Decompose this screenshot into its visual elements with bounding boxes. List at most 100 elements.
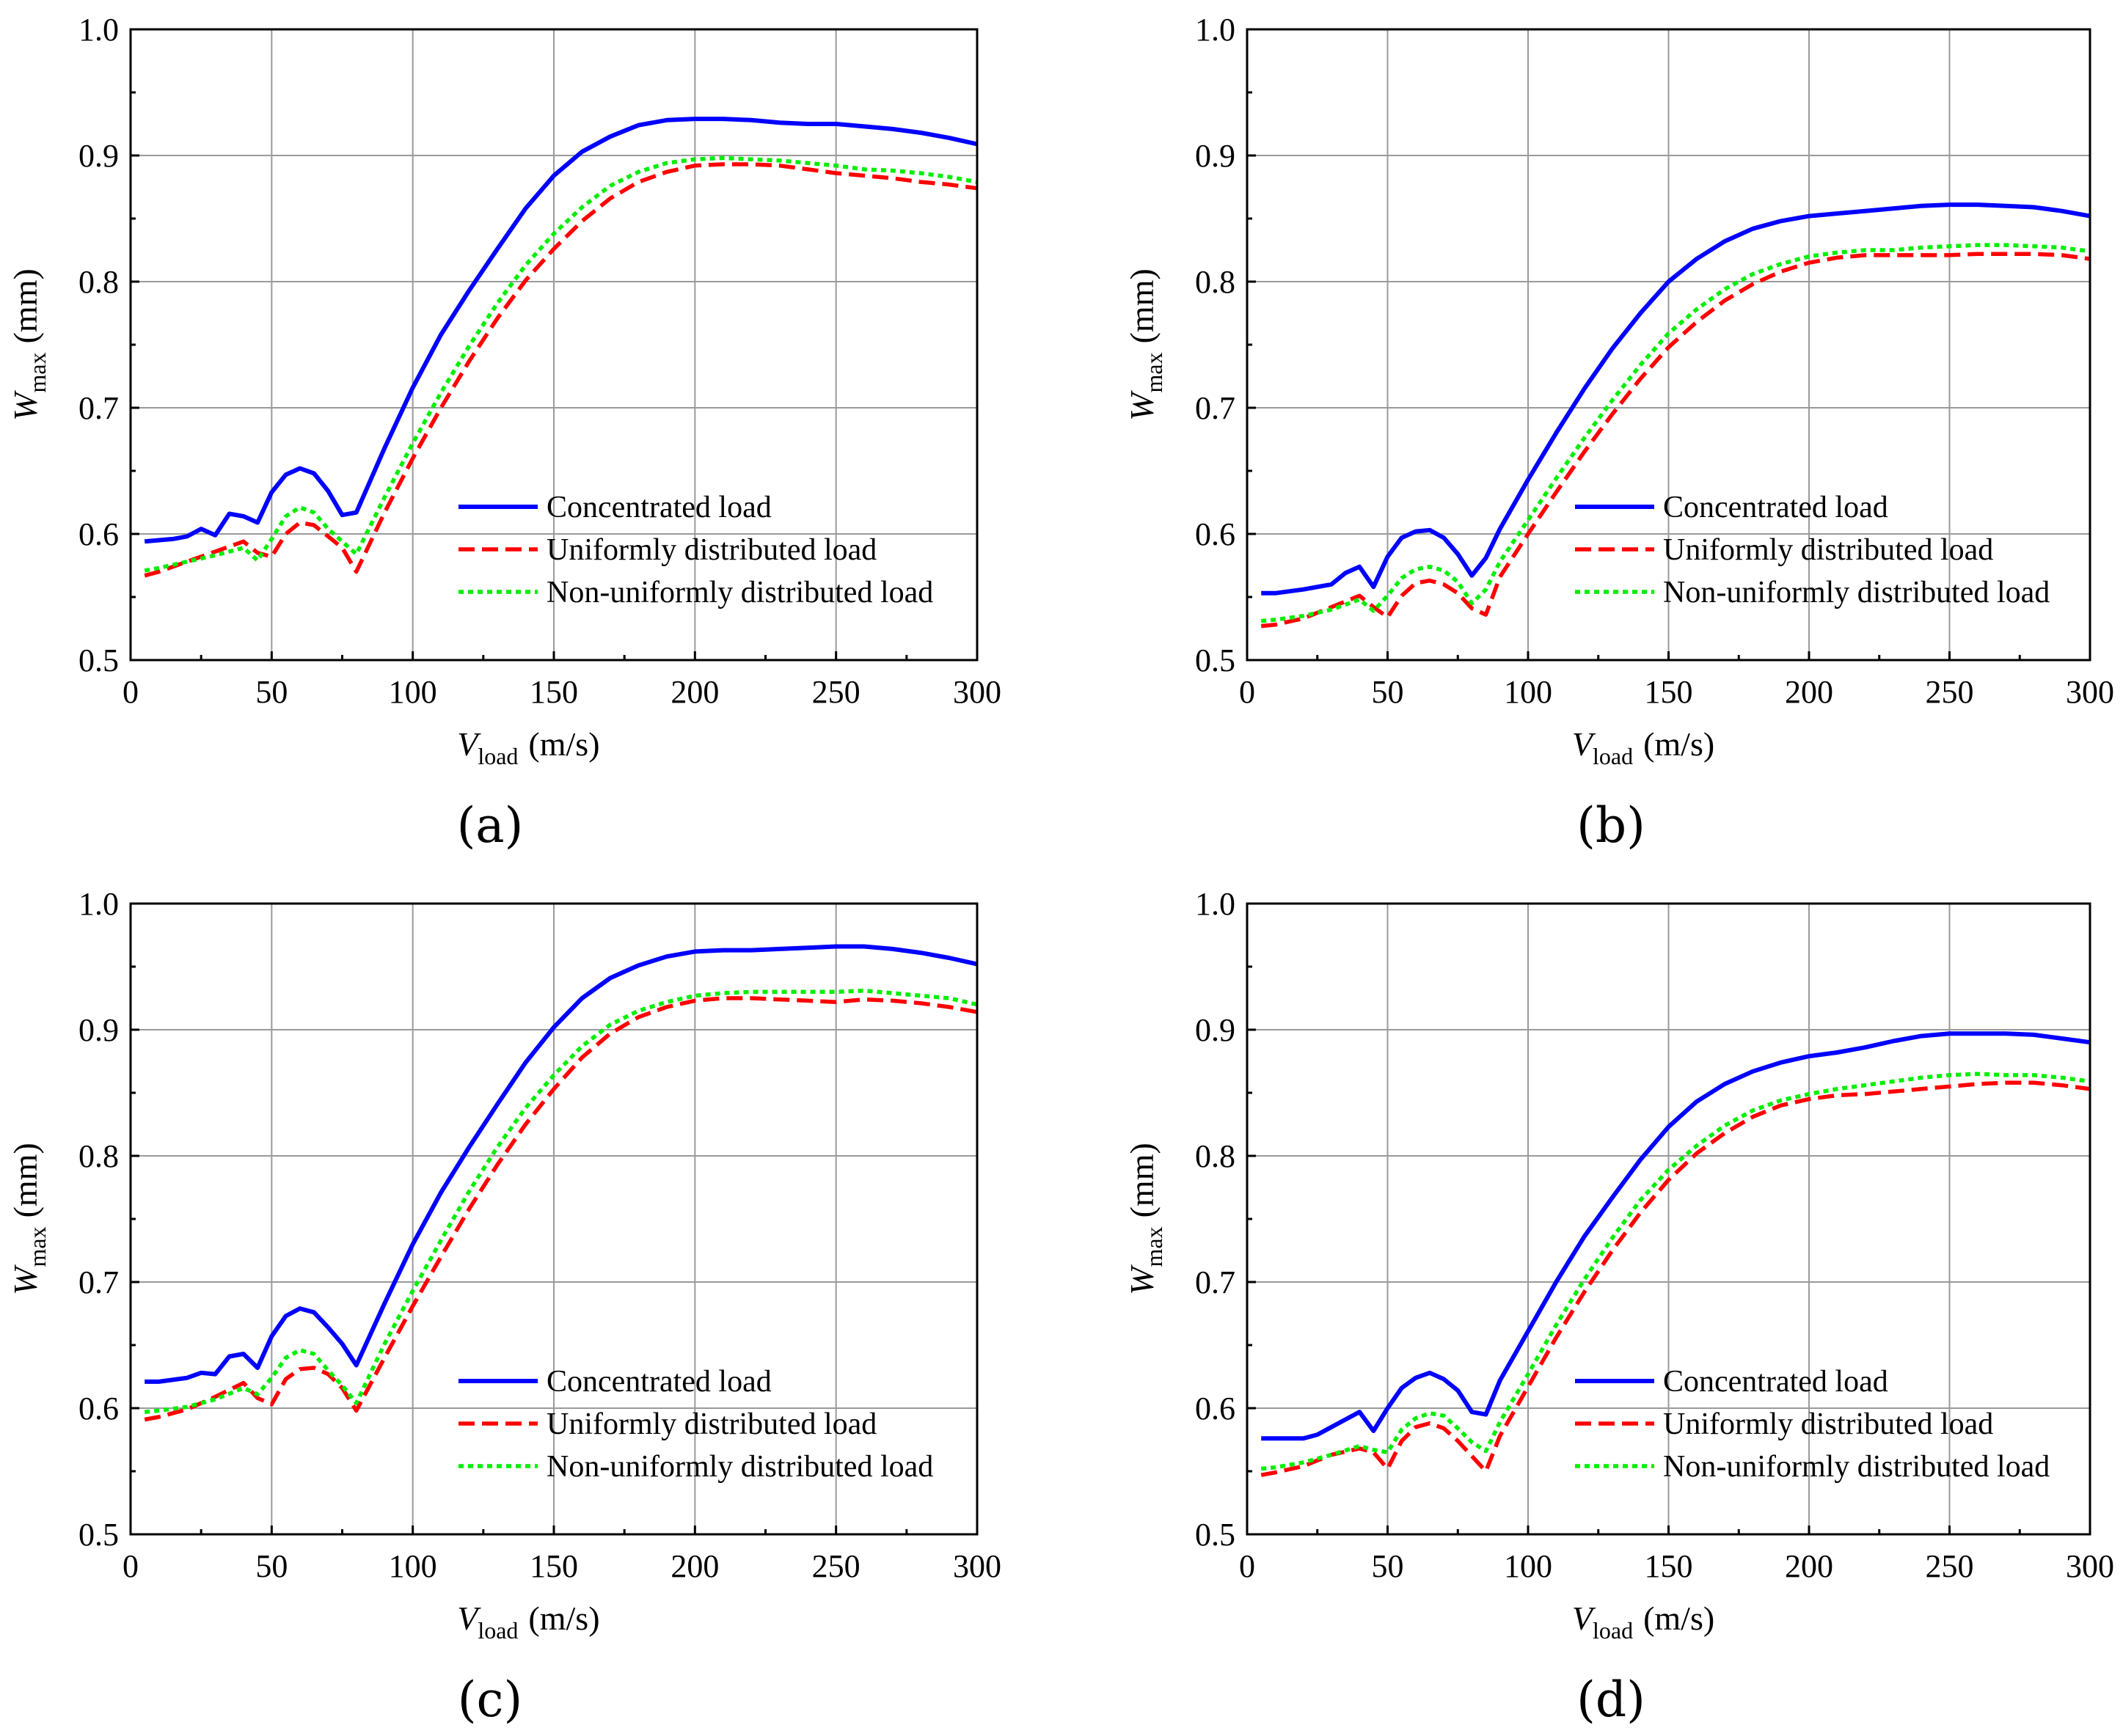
x-axis-label-symbol: V [1572, 725, 1596, 763]
x-tick-label: 50 [255, 1548, 288, 1584]
y-axis-label-symbol: W [1123, 1264, 1161, 1295]
x-axis-label-unit: (m/s) [528, 725, 599, 763]
x-axis-label-unit: (m/s) [528, 1600, 599, 1637]
panel-c: 0 50 100 150 200 250 300 0.5 0.6 0.7 0.8 0.9 1.0 Vloa… [7, 886, 1001, 1728]
y-tick-label: 0.8 [1195, 264, 1235, 300]
y-axis-label-subscript: max [24, 1226, 51, 1267]
legend-label-nonuniform: Non-uniformly distributed load [1663, 1450, 2050, 1484]
x-tick-label: 0 [123, 674, 139, 710]
x-axis-label-subscript: load [478, 1617, 518, 1644]
x-axis-label: Vload (m/s) [457, 1600, 599, 1644]
y-tick-label: 0.9 [1195, 138, 1235, 174]
y-tick-label: 1.0 [1195, 12, 1235, 48]
x-tick-label: 150 [1645, 1548, 1693, 1584]
x-tick-label: 150 [530, 1548, 578, 1584]
series-line-nonuniform [1260, 1072, 2091, 1471]
x-axis-label-subscript: load [1593, 1617, 1633, 1644]
series-line-concentrated [1261, 1031, 2091, 1441]
x-tick-label: 300 [2066, 1548, 2114, 1584]
y-axis-label: Wmax (mm) [1123, 1143, 1167, 1295]
y-tick-label: 0.5 [1195, 1517, 1235, 1553]
x-tick-label: 0 [1239, 1548, 1255, 1584]
panel-label: (b) [1576, 797, 1645, 854]
y-axis-label-unit: (mm) [1123, 268, 1161, 343]
x-axis-label-unit: (m/s) [1643, 725, 1714, 763]
y-tick-label: 0.9 [1195, 1012, 1235, 1048]
x-tick-label: 250 [1926, 674, 1974, 710]
legend-label-uniform: Uniformly distributed load [1663, 1407, 1993, 1441]
y-tick-label: 0.5 [1195, 642, 1235, 678]
series-line-uniform [1260, 252, 2091, 629]
y-axis-label: Wmax (mm) [1123, 268, 1167, 421]
x-tick-label: 100 [1504, 1548, 1552, 1584]
y-tick-label: 0.6 [78, 1391, 119, 1426]
y-tick-label: 0.7 [1195, 1264, 1235, 1300]
legend-label-uniform: Uniformly distributed load [547, 533, 877, 567]
legend-label-uniform: Uniformly distributed load [1663, 533, 1993, 567]
legend-label-nonuniform: Non-uniformly distributed load [547, 576, 933, 609]
y-axis-label-subscript: max [1141, 1226, 1167, 1267]
x-axis-label-symbol: V [457, 725, 481, 763]
panel-label: (d) [1576, 1671, 1645, 1728]
y-axis-label: Wmax (mm) [7, 1143, 51, 1295]
x-tick-label: 250 [812, 674, 860, 710]
legend-label-concentrated: Concentrated load [547, 1365, 772, 1399]
legend-label-nonuniform: Non-uniformly distributed load [547, 1450, 933, 1484]
x-axis-label-subscript: load [1593, 743, 1633, 769]
x-axis-label-symbol: V [457, 1600, 481, 1637]
y-axis-label-unit: (mm) [1123, 1143, 1161, 1217]
legend: Concentrated load Uniformly distributed l… [1575, 1365, 2050, 1484]
y-axis-label-symbol: W [7, 390, 44, 421]
legend-label-concentrated: Concentrated load [1663, 491, 1888, 524]
x-tick-label: 150 [1645, 674, 1693, 710]
panel-label: (c) [458, 1671, 522, 1728]
y-axis-label: Wmax (mm) [7, 268, 51, 421]
y-tick-label: 0.6 [78, 516, 119, 552]
panel-a: 0 50 100 150 200 250 300 0.5 0.6 0.7 0.8 0.9 1.0 Vloa… [7, 12, 1001, 854]
x-axis-label: Vload (m/s) [1572, 725, 1714, 769]
y-axis-label-unit: (mm) [7, 1143, 44, 1217]
x-tick-label: 0 [123, 1548, 139, 1584]
y-tick-label: 0.9 [78, 138, 119, 174]
panel-label: (a) [457, 797, 524, 854]
x-tick-label: 50 [255, 674, 288, 710]
y-tick-label: 0.7 [78, 1264, 119, 1300]
y-tick-label: 0.7 [78, 390, 119, 426]
series-line-uniform [144, 996, 978, 1422]
series-line-concentrated [1261, 202, 2091, 596]
legend-label-nonuniform: Non-uniformly distributed load [1663, 576, 2050, 609]
y-axis-label-symbol: W [1123, 390, 1161, 421]
y-tick-label: 0.8 [78, 1138, 119, 1174]
y-axis-label-unit: (mm) [7, 268, 44, 343]
legend: Concentrated load Uniformly distributed l… [458, 1365, 933, 1484]
y-tick-label: 0.8 [1195, 1138, 1235, 1174]
x-tick-label: 0 [1239, 674, 1255, 710]
x-tick-label: 100 [389, 674, 437, 710]
x-tick-label: 300 [2066, 674, 2114, 710]
x-tick-label: 200 [1785, 674, 1833, 710]
x-tick-label: 200 [670, 674, 719, 710]
series-line-nonuniform [144, 155, 978, 573]
y-tick-label: 0.8 [78, 264, 119, 300]
panel-b: 0 50 100 150 200 250 300 0.5 0.6 0.7 0.8 0.9 1.0 Vloa… [1123, 12, 2114, 854]
y-tick-label: 0.5 [78, 1517, 119, 1553]
x-tick-label: 250 [1926, 1548, 1974, 1584]
x-tick-label: 50 [1372, 1548, 1404, 1584]
legend-label-concentrated: Concentrated load [1663, 1365, 1888, 1399]
y-tick-label: 1.0 [1195, 886, 1235, 922]
x-tick-label: 50 [1372, 674, 1404, 710]
x-tick-label: 250 [812, 1548, 860, 1584]
y-tick-label: 1.0 [78, 12, 119, 48]
y-axis-label-symbol: W [7, 1264, 44, 1295]
y-tick-label: 0.6 [1195, 516, 1235, 552]
y-tick-label: 0.7 [1195, 390, 1235, 426]
x-tick-label: 300 [953, 674, 1001, 710]
series-line-uniform [1260, 1080, 2091, 1477]
x-tick-label: 100 [1504, 674, 1552, 710]
y-tick-label: 0.9 [78, 1012, 119, 1048]
y-tick-label: 0.5 [78, 642, 119, 678]
x-tick-label: 300 [953, 1548, 1001, 1584]
series-line-uniform [144, 162, 978, 578]
y-axis-label-subscript: max [24, 352, 51, 392]
